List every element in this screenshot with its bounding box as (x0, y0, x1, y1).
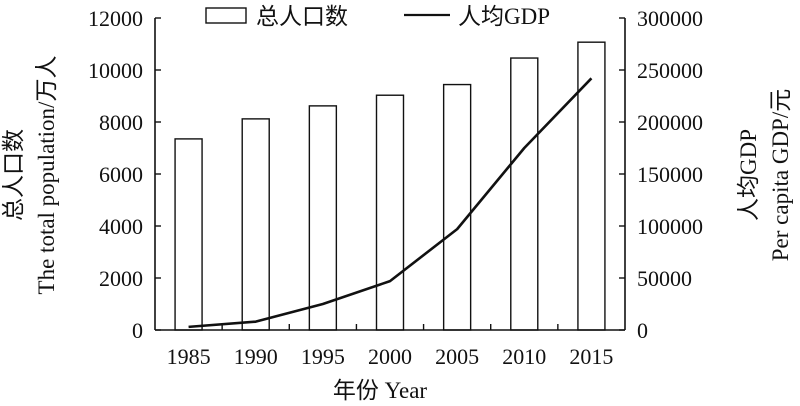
x-tick-label: 1985 (167, 344, 211, 369)
x-tick-label: 1995 (301, 344, 345, 369)
y-left-title-en: The total population/万人 (34, 56, 59, 295)
bar (510, 57, 539, 331)
right-axis-ticks: 0 50000 100000 150000 200000 250000 300000 (619, 6, 703, 343)
x-tick-label: 2000 (368, 344, 412, 369)
left-tick-label: 8000 (99, 110, 143, 135)
right-tick-label: 300000 (637, 6, 703, 31)
right-tick-label: 0 (637, 318, 648, 343)
x-tick-label: 2005 (435, 344, 479, 369)
bar (577, 41, 606, 331)
x-tick-label: 2015 (569, 344, 613, 369)
left-tick-label: 12000 (88, 6, 143, 31)
bar (375, 94, 405, 331)
bar (174, 138, 203, 331)
left-tick-label: 6000 (99, 162, 143, 187)
left-tick-label: 0 (132, 318, 143, 343)
left-tick-label: 4000 (99, 214, 143, 239)
line-layer (188, 77, 593, 329)
y-right-title-en: Per capita GDP/元 (768, 89, 793, 261)
x-tick-label: 2010 (502, 344, 546, 369)
bar (442, 83, 472, 331)
right-tick-label: 200000 (637, 110, 703, 135)
bars-layer (174, 41, 606, 331)
right-tick-label: 250000 (637, 58, 703, 83)
x-axis-ticks: 1985 1990 1995 2000 2005 2010 2015 (167, 324, 613, 369)
y-right-title-cn: 人均GDP (736, 129, 761, 221)
right-tick-label: 150000 (637, 162, 703, 187)
legend-line-label: 人均GDP (458, 4, 550, 29)
legend-bar-swatch (205, 7, 247, 24)
left-axis-ticks: 0 2000 4000 6000 8000 10000 12000 (88, 6, 161, 343)
bar (241, 118, 270, 331)
x-axis-title: 年份 Year (333, 378, 427, 403)
x-tick-label: 1990 (234, 344, 278, 369)
legend: 总人口数 人均GDP (205, 4, 550, 29)
legend-bar-label: 总人口数 (256, 4, 348, 29)
y-left-title-cn: 总人口数 (1, 129, 26, 221)
right-tick-label: 50000 (637, 266, 692, 291)
bar (308, 105, 338, 331)
left-tick-label: 2000 (99, 266, 143, 291)
left-tick-label: 10000 (88, 58, 143, 83)
gdp-line (188, 77, 593, 329)
right-tick-label: 100000 (637, 214, 703, 239)
